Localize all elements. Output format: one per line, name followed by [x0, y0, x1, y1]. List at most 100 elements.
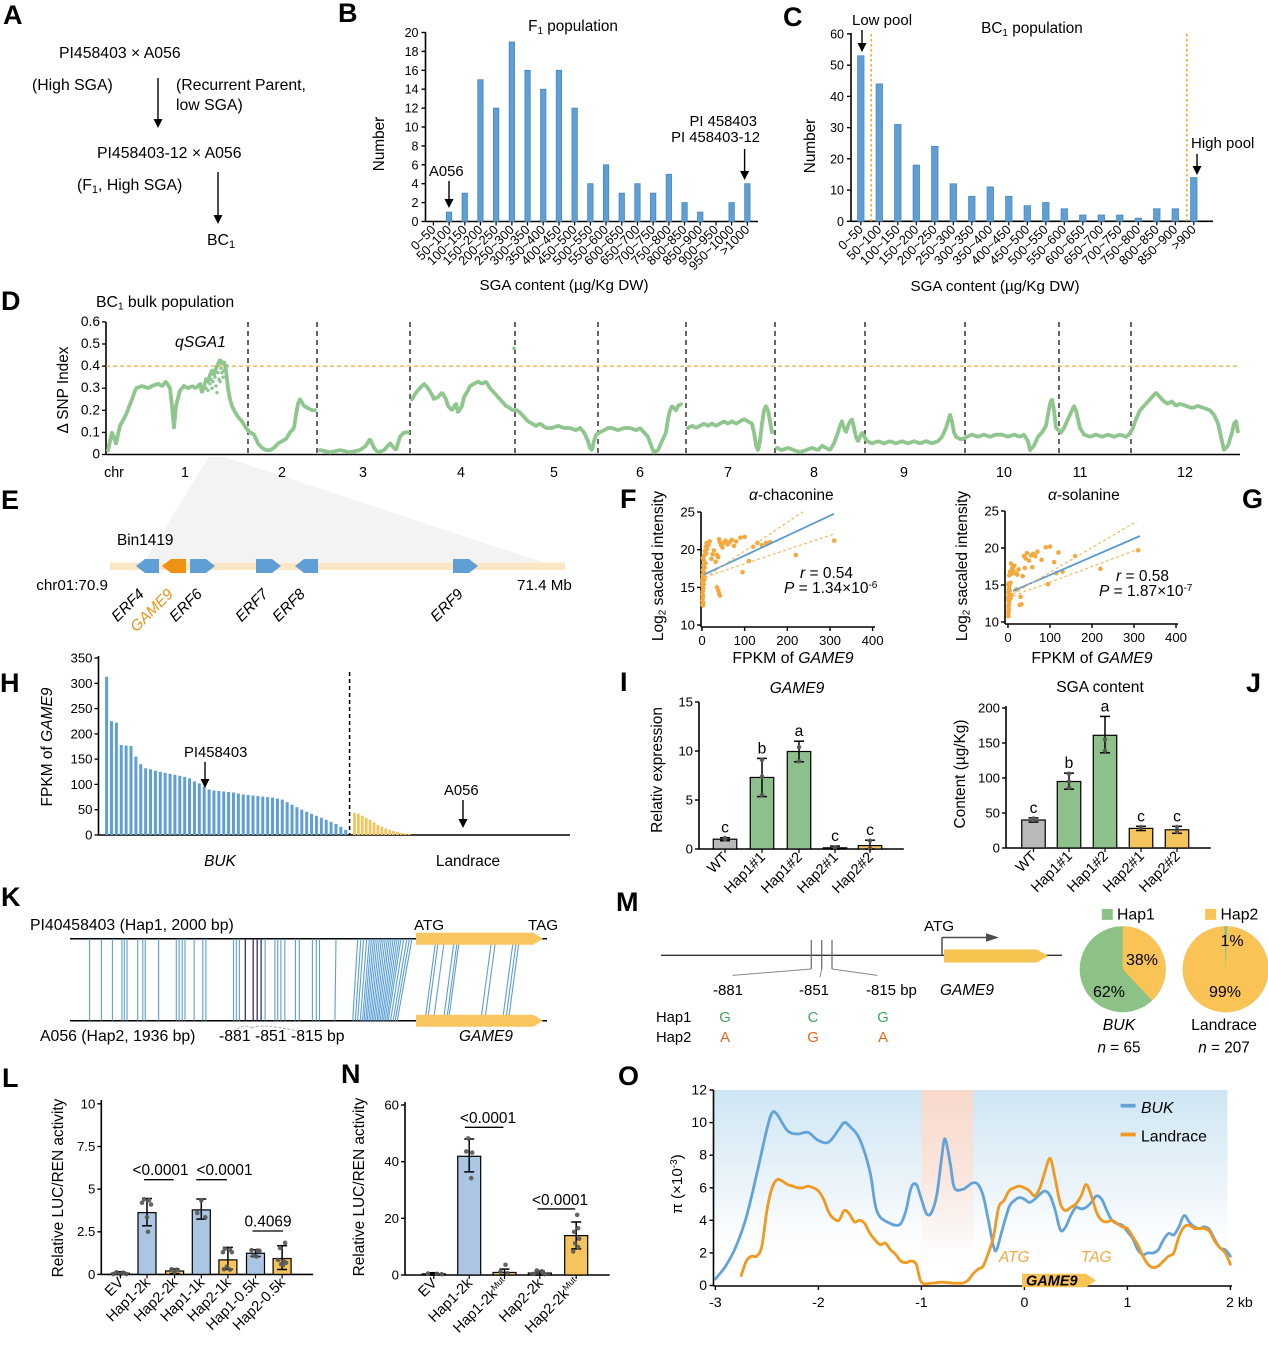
svg-text:-2: -2 [812, 1295, 825, 1311]
svg-text:40: 40 [830, 90, 844, 104]
svg-text:Landrace: Landrace [1191, 1017, 1257, 1034]
svg-text:PI458403: PI458403 [184, 745, 247, 761]
svg-text:18: 18 [405, 45, 419, 59]
svg-text:A: A [720, 1030, 730, 1046]
svg-text:20: 20 [405, 26, 419, 40]
svg-text:Number: Number [802, 119, 819, 173]
svg-text:-815 bp: -815 bp [866, 982, 917, 999]
svg-text:FPKM of GAME9: FPKM of GAME9 [39, 687, 56, 806]
svg-text:0: 0 [392, 1268, 399, 1283]
svg-text:-1: -1 [915, 1295, 928, 1311]
svg-text:(Recurrent Parent,: (Recurrent Parent, [176, 77, 306, 94]
svg-text:c: c [831, 828, 839, 845]
svg-text:chr01:70.9: chr01:70.9 [36, 577, 108, 594]
svg-text:GAME9: GAME9 [770, 680, 825, 697]
svg-text:α-chaconine: α-chaconine [749, 487, 834, 504]
svg-text:SGA content (µg/Kg DW): SGA content (µg/Kg DW) [910, 278, 1079, 295]
svg-text:P = 1.87×10-7: P = 1.87×10-7 [1099, 583, 1193, 600]
svg-text:c: c [1030, 800, 1038, 817]
svg-text:8: 8 [699, 1147, 707, 1163]
svg-text:F1 population: F1 population [528, 18, 618, 37]
svg-text:-881: -881 [713, 982, 743, 999]
svg-text:b: b [1065, 755, 1074, 772]
svg-text:50: 50 [830, 59, 844, 73]
svg-text:GAME9: GAME9 [940, 982, 994, 999]
svg-text:A056 (Hap2, 1936 bp): A056 (Hap2, 1936 bp) [40, 1028, 195, 1045]
svg-text:8: 8 [810, 465, 818, 481]
svg-text:7: 7 [724, 465, 732, 481]
svg-text:0.6: 0.6 [81, 314, 101, 329]
svg-text:ATG: ATG [924, 918, 954, 935]
svg-text:200: 200 [1081, 630, 1103, 645]
svg-text:qSGA1: qSGA1 [175, 334, 226, 351]
svg-text:40: 40 [384, 1154, 399, 1169]
svg-text:6: 6 [699, 1179, 707, 1195]
svg-text:100: 100 [70, 777, 92, 792]
svg-text:10: 10 [678, 744, 693, 759]
svg-text:38%: 38% [1126, 952, 1158, 969]
svg-text:1%: 1% [1220, 933, 1243, 950]
svg-text:20: 20 [984, 541, 999, 556]
svg-text:2: 2 [278, 465, 286, 481]
svg-text:chr: chr [104, 465, 124, 481]
svg-text:Δ SNP Index: Δ SNP Index [55, 346, 72, 433]
svg-text:0.2: 0.2 [81, 402, 100, 417]
svg-text:1: 1 [181, 465, 189, 481]
svg-text:12: 12 [405, 102, 419, 116]
svg-text:10: 10 [996, 465, 1012, 481]
svg-text:PI40458403 (Hap1, 2000 bp): PI40458403 (Hap1, 2000 bp) [30, 917, 234, 934]
svg-text:2.5: 2.5 [77, 1224, 95, 1239]
svg-text:200: 200 [70, 726, 92, 741]
svg-text:60: 60 [384, 1098, 399, 1113]
svg-text:PI458403-12 × A056: PI458403-12 × A056 [97, 145, 242, 162]
svg-text:low SGA): low SGA) [176, 97, 243, 114]
svg-text:ATG: ATG [414, 917, 444, 934]
svg-text:L: L [2, 1063, 19, 1093]
svg-text:N: N [341, 1059, 361, 1089]
svg-text:6: 6 [636, 465, 644, 481]
svg-text:C: C [783, 2, 803, 32]
svg-text:Hap2: Hap2 [1221, 907, 1259, 924]
svg-text:c: c [1137, 808, 1145, 825]
svg-text:GAME9: GAME9 [459, 1028, 513, 1045]
svg-text:c: c [721, 820, 729, 837]
svg-text:FPKM of GAME9: FPKM of GAME9 [1031, 650, 1152, 667]
svg-text:SGA content (µg/Kg DW): SGA content (µg/Kg DW) [479, 277, 648, 294]
svg-text:400: 400 [862, 633, 884, 648]
svg-text:Hap1: Hap1 [656, 1010, 691, 1026]
svg-text:100: 100 [734, 633, 756, 648]
svg-text:<0.0001: <0.0001 [460, 1110, 516, 1127]
svg-text:200: 200 [978, 701, 1000, 716]
svg-text:0: 0 [1020, 1295, 1028, 1311]
svg-text:250: 250 [70, 701, 92, 716]
svg-text:3: 3 [359, 465, 367, 481]
svg-text:150: 150 [70, 752, 92, 767]
svg-text:Content (µg/Kg): Content (µg/Kg) [952, 720, 969, 829]
svg-text:20: 20 [680, 542, 695, 557]
svg-text:BC1 bulk population: BC1 bulk population [96, 294, 234, 313]
svg-text:Relative LUC/REN activity: Relative LUC/REN activity [351, 1097, 368, 1276]
svg-text:2 kb: 2 kb [1226, 1295, 1253, 1311]
svg-text:TAG: TAG [1081, 1249, 1112, 1266]
svg-text:I: I [620, 667, 628, 697]
svg-text:<0.0001: <0.0001 [132, 1162, 188, 1179]
svg-text:BUK: BUK [1103, 1017, 1137, 1034]
svg-text:62%: 62% [1093, 984, 1125, 1001]
svg-text:-3: -3 [709, 1295, 722, 1311]
svg-text:10: 10 [81, 1096, 96, 1111]
svg-text:10: 10 [680, 618, 695, 633]
svg-text:Landrace: Landrace [436, 853, 500, 870]
svg-text:0: 0 [92, 447, 100, 462]
svg-text:n = 207: n = 207 [1198, 1040, 1249, 1057]
svg-text:TAG: TAG [528, 917, 558, 934]
svg-text:0: 0 [1004, 630, 1011, 645]
svg-text:Log2 sacaled intensity: Log2 sacaled intensity [650, 491, 669, 642]
svg-text:D: D [1, 286, 21, 316]
svg-text:b: b [758, 740, 767, 757]
svg-text:Relativ expression: Relativ expression [649, 707, 666, 833]
svg-text:1: 1 [1123, 1295, 1131, 1311]
svg-text:r = 0.54: r = 0.54 [800, 565, 853, 582]
svg-text:200: 200 [776, 633, 798, 648]
svg-text:300: 300 [1123, 630, 1145, 645]
svg-text:0.1: 0.1 [81, 424, 100, 439]
